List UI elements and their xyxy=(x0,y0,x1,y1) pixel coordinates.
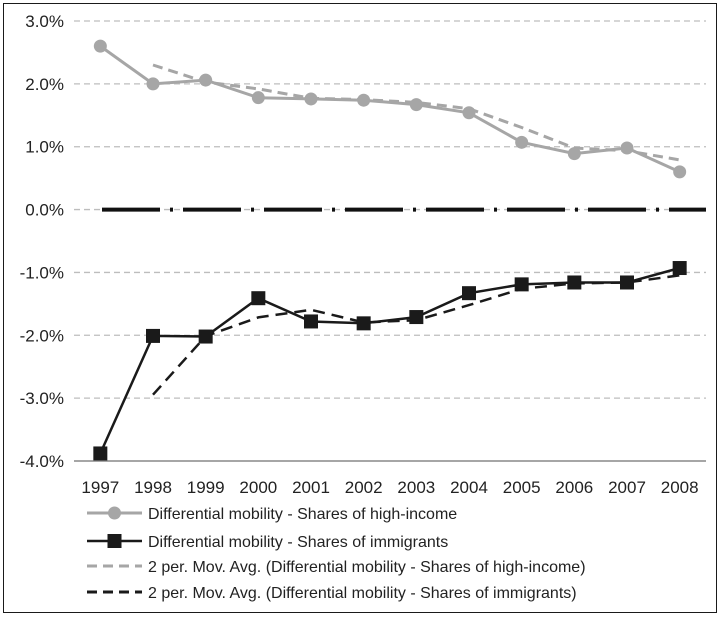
series-immigrants xyxy=(93,261,687,461)
y-tick-label: -2.0% xyxy=(20,326,64,345)
legend-entry: 2 per. Mov. Avg. (Differential mobility … xyxy=(87,559,586,576)
series-immigrants-point xyxy=(93,446,108,461)
x-tick-label: 2006 xyxy=(555,478,593,497)
series-immigrants-point xyxy=(356,316,371,331)
x-tick-label: 2004 xyxy=(450,478,488,497)
series-immigrants-point xyxy=(198,329,213,344)
series-immigrants-point xyxy=(409,310,424,325)
y-tick-label: -1.0% xyxy=(20,263,64,282)
series-immigrants-point xyxy=(304,314,318,329)
series-high-income-point xyxy=(515,135,529,149)
series-high-income-point xyxy=(567,147,581,161)
x-tick-label: 2008 xyxy=(661,478,699,497)
x-axis-ticks: 1997 1998 1999 2000 2001 2002 2003 2004 2005 2006… xyxy=(81,478,698,497)
y-tick-label: -4.0% xyxy=(20,452,64,471)
series-high-income-point xyxy=(251,91,265,105)
x-tick-label: 2000 xyxy=(239,478,277,497)
legend-entry: 2 per. Mov. Avg. (Differential mobility … xyxy=(87,585,577,602)
series-high-income-point xyxy=(673,165,687,179)
gridlines xyxy=(74,20,706,399)
y-axis-ticks: 3.0% 2.0% 1.0% 0.0% -1.0% -2.0% -3.0% -4.0% xyxy=(20,12,64,471)
series-immigrants-point xyxy=(251,291,266,306)
legend-swatch-marker xyxy=(107,534,122,548)
series-high-income xyxy=(93,39,687,179)
series-high-income-point xyxy=(409,98,423,112)
series-high-income-point xyxy=(93,39,107,53)
series-high-income-moving-avg xyxy=(152,63,680,162)
y-tick-label: 1.0% xyxy=(25,138,64,157)
series-immigrants-point xyxy=(514,277,529,292)
series-high-income-moving-avg-line xyxy=(152,63,680,162)
legend-label: Differential mobility - Shares of immigr… xyxy=(148,534,448,551)
y-tick-label: 0.0% xyxy=(25,201,64,220)
legend-swatch-marker xyxy=(108,506,121,520)
series-high-income-point xyxy=(199,73,213,87)
x-tick-label: 1999 xyxy=(187,478,225,497)
x-tick-label: 2002 xyxy=(345,478,383,497)
legend-entry: Differential mobility - Shares of immigr… xyxy=(87,534,448,551)
series xyxy=(93,39,687,461)
legend-label: 2 per. Mov. Avg. (Differential mobility … xyxy=(148,559,586,576)
y-tick-label: 3.0% xyxy=(25,12,64,31)
series-immigrants-line xyxy=(99,266,681,455)
legend-label: 2 per. Mov. Avg. (Differential mobility … xyxy=(148,585,577,602)
x-tick-label: 1998 xyxy=(134,478,172,497)
series-immigrants-point xyxy=(146,328,160,343)
legend-label: Differential mobility - Shares of high-i… xyxy=(148,506,457,523)
y-tick-label: 2.0% xyxy=(25,75,64,94)
x-tick-label: 2005 xyxy=(503,478,541,497)
legend: Differential mobility - Shares of high-i… xyxy=(87,506,586,602)
series-immigrants-point xyxy=(462,286,476,301)
series-immigrants-point xyxy=(672,261,687,276)
series-high-income-point xyxy=(620,141,634,155)
legend-entry: Differential mobility - Shares of high-i… xyxy=(87,506,457,523)
series-high-income-point xyxy=(146,77,160,91)
series-high-income-line xyxy=(99,44,681,174)
y-tick-label: -3.0% xyxy=(20,389,64,408)
x-tick-label: 2001 xyxy=(292,478,330,497)
series-immigrants-point xyxy=(567,275,582,290)
x-tick-label: 1997 xyxy=(81,478,119,497)
x-tick-label: 2003 xyxy=(397,478,435,497)
x-tick-label: 2007 xyxy=(608,478,646,497)
series-immigrants-point xyxy=(620,275,634,290)
